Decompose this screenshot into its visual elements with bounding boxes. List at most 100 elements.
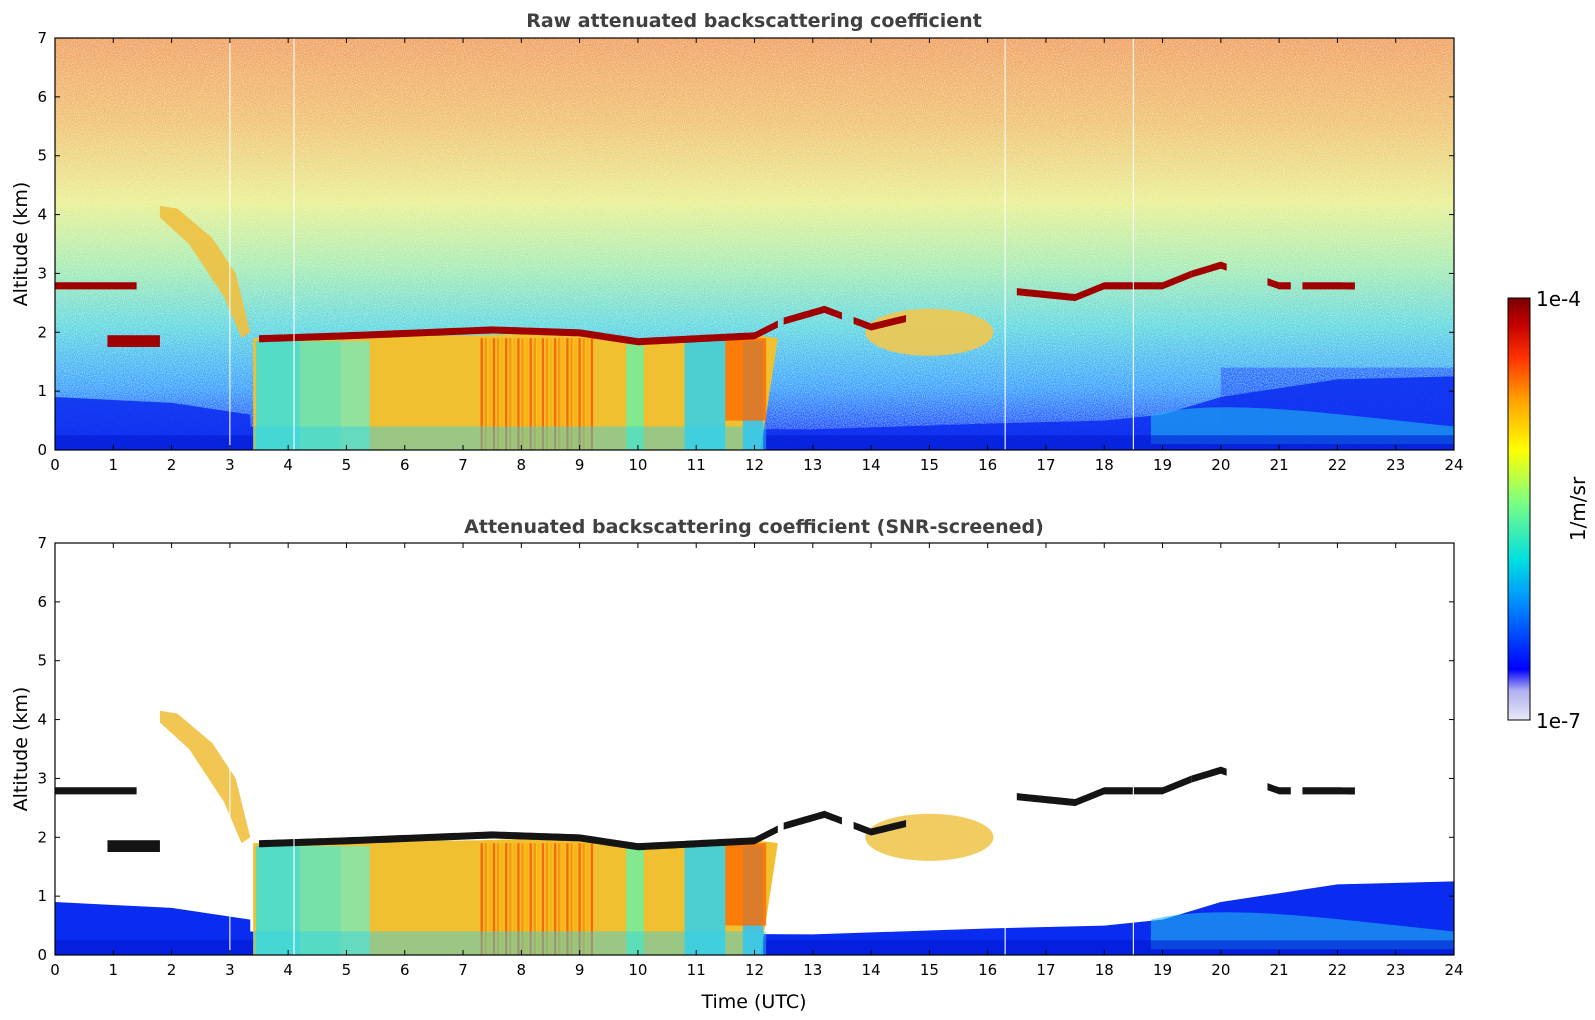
x-tick-label: 24 xyxy=(1444,961,1463,979)
cloud-layer xyxy=(1267,278,1291,290)
aerosol-streak xyxy=(521,338,524,450)
x-tick-label: 18 xyxy=(1095,456,1114,474)
aerosol-streak xyxy=(558,338,561,450)
x-tick-label: 17 xyxy=(1036,456,1055,474)
x-tick-label: 12 xyxy=(745,456,764,474)
aerosol-streak xyxy=(558,843,561,955)
x-tick-label: 6 xyxy=(400,456,410,474)
aerosol-streak xyxy=(582,843,585,955)
x-tick-label: 0 xyxy=(50,961,60,979)
panel-raw: Raw attenuated backscattering coefficien… xyxy=(10,10,1464,474)
panel-screened-title: Attenuated backscattering coefficient (S… xyxy=(464,516,1044,538)
aerosol-streak xyxy=(533,843,536,955)
cloud-layer xyxy=(55,787,137,795)
y-tick-label: 7 xyxy=(37,534,47,552)
x-tick-label: 5 xyxy=(342,456,352,474)
y-tick-label: 0 xyxy=(37,946,47,964)
x-tick-label: 1 xyxy=(109,456,119,474)
aerosol-column xyxy=(684,341,726,450)
y-tick-label: 5 xyxy=(37,147,47,165)
x-tick-label: 14 xyxy=(862,456,881,474)
aerosol-column xyxy=(340,846,370,955)
aerosol-streak xyxy=(553,843,557,955)
boundary-layer-cyan xyxy=(1150,407,1454,445)
aerosol-column xyxy=(626,341,644,450)
cloud-layer xyxy=(1191,261,1227,278)
aerosol-base xyxy=(253,931,767,955)
colorbar-unit-label: 1/m/sr xyxy=(1566,476,1590,541)
cloud-layer xyxy=(783,305,842,325)
aerosol-streak xyxy=(545,338,549,450)
cloud-layer xyxy=(783,810,842,830)
cloud-layer xyxy=(853,314,907,331)
aerosol-streak xyxy=(590,338,594,450)
aerosol-streak xyxy=(492,338,496,450)
x-tick-label: 11 xyxy=(687,961,706,979)
colorbar-min-label: 1e-7 xyxy=(1536,709,1581,733)
cloud-layer xyxy=(259,825,778,851)
aerosol-streak xyxy=(549,843,553,955)
colorbar-max-label: 1e-4 xyxy=(1536,287,1581,311)
x-tick-label: 14 xyxy=(862,961,881,979)
x-tick-label: 6 xyxy=(400,961,410,979)
plot-area-raw xyxy=(55,38,1454,450)
y-tick-label: 5 xyxy=(37,652,47,670)
aerosol-base xyxy=(253,426,767,450)
ylabel-screened: Altitude (km) xyxy=(10,687,32,812)
x-tick-label: 8 xyxy=(517,961,527,979)
y-tick-label: 2 xyxy=(37,828,47,846)
aerosol-streak xyxy=(480,338,483,450)
aerosol-streak xyxy=(517,843,520,955)
x-tick-label: 21 xyxy=(1270,456,1289,474)
aerosol-streak xyxy=(505,843,508,955)
aerosol-streak xyxy=(496,843,500,955)
aerosol-column xyxy=(340,341,370,450)
y-tick-label: 6 xyxy=(37,593,47,611)
x-tick-label: 17 xyxy=(1036,961,1055,979)
cloud-layer-low xyxy=(107,335,160,347)
aerosol-streak xyxy=(533,338,536,450)
aerosol-streak xyxy=(549,338,553,450)
x-tick-label: 24 xyxy=(1444,456,1463,474)
axis-ticks-screened: 0 1 2 3 4 5 6 7 8 9 10 11 12 13 14 15 16 17 18 19 20 21 22 23 24… xyxy=(37,534,1463,979)
y-tick-label: 1 xyxy=(37,887,47,905)
aerosol-streak xyxy=(480,843,483,955)
panel-raw-title: Raw attenuated backscattering coefficien… xyxy=(526,10,982,32)
aerosol-streak xyxy=(513,843,516,955)
aerosol-streak xyxy=(570,338,573,450)
x-tick-label: 16 xyxy=(978,456,997,474)
elevated-aerosol xyxy=(865,308,994,356)
aerosol-streak xyxy=(484,338,487,450)
aerosol-streak xyxy=(562,338,565,450)
cloud-layer xyxy=(1191,766,1227,783)
y-tick-label: 2 xyxy=(37,323,47,341)
x-tick-label: 13 xyxy=(803,456,822,474)
x-tick-label: 23 xyxy=(1386,456,1405,474)
aerosol-streak xyxy=(574,843,577,955)
aerosol-streak xyxy=(582,338,585,450)
x-tick-label: 7 xyxy=(458,961,468,979)
x-tick-label: 15 xyxy=(920,961,939,979)
x-tick-label: 13 xyxy=(803,961,822,979)
aerosol-streak xyxy=(525,843,528,955)
x-tick-label: 20 xyxy=(1211,456,1230,474)
x-tick-label: 3 xyxy=(225,961,235,979)
aerosol-streak xyxy=(578,338,581,450)
aerosol-streak xyxy=(488,843,492,955)
aerosol-streak-late xyxy=(725,338,767,421)
aerosol-streak xyxy=(509,843,512,955)
x-tick-label: 4 xyxy=(283,456,293,474)
aerosol-streak xyxy=(574,338,577,450)
y-tick-label: 1 xyxy=(37,382,47,400)
cloud-layer-low xyxy=(107,840,160,852)
aerosol-streak xyxy=(541,843,545,955)
aerosol-streak xyxy=(492,843,496,955)
x-tick-label: 12 xyxy=(745,961,764,979)
aerosol-streak xyxy=(541,338,545,450)
x-tick-label: 23 xyxy=(1386,961,1405,979)
x-tick-label: 5 xyxy=(342,961,352,979)
aerosol-streak xyxy=(570,843,573,955)
aerosol-streak xyxy=(590,843,594,955)
x-tick-label: 0 xyxy=(50,456,60,474)
